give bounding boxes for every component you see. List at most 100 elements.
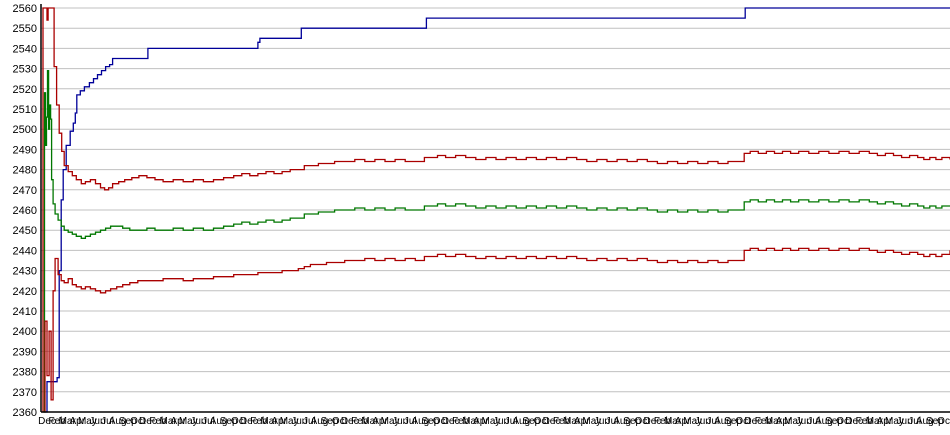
x-axis-tick-label: Jul xyxy=(606,416,619,427)
y-axis-tick-label: 2490 xyxy=(13,144,37,156)
x-axis-tick-label: Aug xyxy=(109,416,127,427)
y-axis-tick-label: 2540 xyxy=(13,43,37,55)
x-axis-tick-label: Mar xyxy=(563,416,581,427)
x-axis-tick-label: Dec xyxy=(139,416,157,427)
x-axis-tick-label: Sep xyxy=(724,416,742,427)
y-axis-tick-label: 2370 xyxy=(13,387,37,399)
x-axis-tick-label: Feb xyxy=(856,416,874,427)
x-axis-tick-label: Feb xyxy=(553,416,571,427)
y-axis-tick-label: 2480 xyxy=(13,165,37,177)
x-axis-tick-label: Oct xyxy=(534,416,550,427)
x-axis-tick-label: Mar xyxy=(664,416,682,427)
x-axis-tick-label: Dec xyxy=(744,416,762,427)
x-axis-tick-label: Jul xyxy=(202,416,215,427)
x-axis-tick-label: Aug xyxy=(815,416,833,427)
x-axis-tick-label: Feb xyxy=(250,416,268,427)
dark-red-lower-line xyxy=(44,247,950,413)
y-axis-tick-label: 2360 xyxy=(13,407,37,419)
y-axis-tick-label: 2430 xyxy=(13,266,37,278)
x-axis-tick-label: Jul xyxy=(807,416,820,427)
y-axis-tick-label: 2440 xyxy=(13,245,37,257)
x-axis-tick-label: Sep xyxy=(119,416,137,427)
x-axis-tick-label: Mar xyxy=(866,416,884,427)
x-axis-tick-label: Apr xyxy=(776,416,792,427)
x-axis-tick-label: Jun xyxy=(89,416,105,427)
x-axis-tick-label: Aug xyxy=(311,416,329,427)
x-axis-tick-label: Dec xyxy=(38,416,56,427)
x-axis-tick-label: Oct xyxy=(332,416,348,427)
x-axis-tick-label: May xyxy=(683,416,702,427)
x-axis-tick-label: Apr xyxy=(473,416,489,427)
x-axis-tick-label: Mar xyxy=(765,416,783,427)
x-axis-tick-label: Sep xyxy=(623,416,641,427)
y-axis-tick-label: 2530 xyxy=(13,64,37,76)
y-axis-tick-label: 2390 xyxy=(13,346,37,358)
y-axis-tick-label: 2400 xyxy=(13,326,37,338)
x-axis-tick-label: Jun xyxy=(897,416,913,427)
x-axis-tick-label: Oct xyxy=(433,416,449,427)
x-axis-tick-label: Mar xyxy=(59,416,77,427)
x-axis-tick-label: Oct xyxy=(635,416,651,427)
x-axis-tick-label: Aug xyxy=(714,416,732,427)
x-axis-tick-label: Jul xyxy=(404,416,417,427)
x-axis-tick-label: May xyxy=(78,416,97,427)
x-axis-tick-label: May xyxy=(885,416,904,427)
x-axis-tick-label: Feb xyxy=(49,416,67,427)
x-axis-tick-label: May xyxy=(381,416,400,427)
x-axis-tick-label: May xyxy=(179,416,198,427)
x-axis-tick-label: Dec xyxy=(543,416,561,427)
x-axis-tick-label: Sep xyxy=(926,416,944,427)
x-axis-tick-label: Mar xyxy=(159,416,177,427)
x-axis-tick-label: Jun xyxy=(695,416,711,427)
x-axis-tick-label: Feb xyxy=(654,416,672,427)
x-axis-tick-label: Sep xyxy=(825,416,843,427)
y-axis-tick-label: 2560 xyxy=(13,3,37,15)
x-axis-tick-label: Jun xyxy=(392,416,408,427)
x-axis-tick-label: Jul xyxy=(101,416,114,427)
x-axis-tick-label: Mar xyxy=(361,416,379,427)
x-axis-tick-label: Jul xyxy=(505,416,518,427)
x-axis-tick-label: Apr xyxy=(877,416,893,427)
x-axis-tick-label: Apr xyxy=(675,416,691,427)
x-axis-tick-label: Jul xyxy=(707,416,720,427)
x-axis-tick-label: May xyxy=(280,416,299,427)
x-axis-tick-label: Dec xyxy=(845,416,863,427)
x-axis-tick-label: Sep xyxy=(220,416,238,427)
x-axis-tick-label: Oct xyxy=(735,416,751,427)
x-axis-tick-label: Apr xyxy=(271,416,287,427)
y-axis-tick-label: 2420 xyxy=(13,286,37,298)
y-axis-tick-label: 2520 xyxy=(13,84,37,96)
x-axis-tick-label: Aug xyxy=(210,416,228,427)
y-axis-tick-label: 2460 xyxy=(13,205,37,217)
x-axis-tick-label: Jun xyxy=(594,416,610,427)
x-axis-tick-label: Jun xyxy=(493,416,509,427)
x-axis-tick-label: May xyxy=(784,416,803,427)
green-middle-line xyxy=(43,69,950,413)
dark-red-upper-line xyxy=(42,7,950,413)
y-axis-tick-label: 2500 xyxy=(13,124,37,136)
x-axis-tick-label: Dec xyxy=(341,416,359,427)
x-axis-tick-label: Mar xyxy=(260,416,278,427)
x-axis-tick-label: Sep xyxy=(321,416,339,427)
x-axis-tick-label: Sep xyxy=(422,416,440,427)
x-axis-tick-label: Apr xyxy=(70,416,86,427)
x-axis-tick-label: Apr xyxy=(372,416,388,427)
x-axis-tick-label: Feb xyxy=(452,416,470,427)
x-axis-tick-label: Aug xyxy=(613,416,631,427)
x-axis-tick-label: Jul xyxy=(908,416,921,427)
y-axis-tick-label: 2410 xyxy=(13,306,37,318)
y-axis-tick-label: 2550 xyxy=(13,23,37,35)
x-axis-tick-label: May xyxy=(482,416,501,427)
x-axis-tick-label: Jul xyxy=(303,416,316,427)
y-axis-tick-label: 2470 xyxy=(13,185,37,197)
x-axis-tick-label: Aug xyxy=(916,416,934,427)
navy-step-line-peak xyxy=(45,7,950,413)
x-axis-tick-label: Oct xyxy=(130,416,146,427)
x-axis-tick-label: Dec xyxy=(240,416,258,427)
x-axis-tick-label: Mar xyxy=(462,416,480,427)
x-axis-tick-label: Feb xyxy=(351,416,369,427)
x-axis-tick-label: Aug xyxy=(411,416,429,427)
